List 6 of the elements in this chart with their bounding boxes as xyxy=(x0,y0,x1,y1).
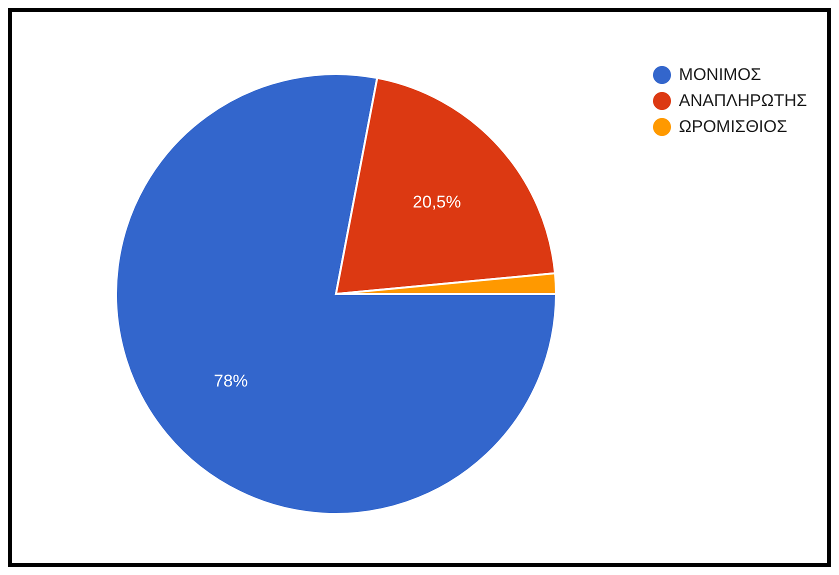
data-label: 78% xyxy=(214,371,248,390)
pie-slice xyxy=(115,73,557,515)
legend-label: ΜΟΝΙΜΟΣ xyxy=(678,64,762,86)
data-label: 20,5% xyxy=(412,192,461,212)
legend-label: ΩΡΟΜΙΣΘΙΟΣ xyxy=(678,116,788,138)
legend-label: ΑΝΑΠΛΗΡΩΤΗΣ xyxy=(678,90,807,112)
